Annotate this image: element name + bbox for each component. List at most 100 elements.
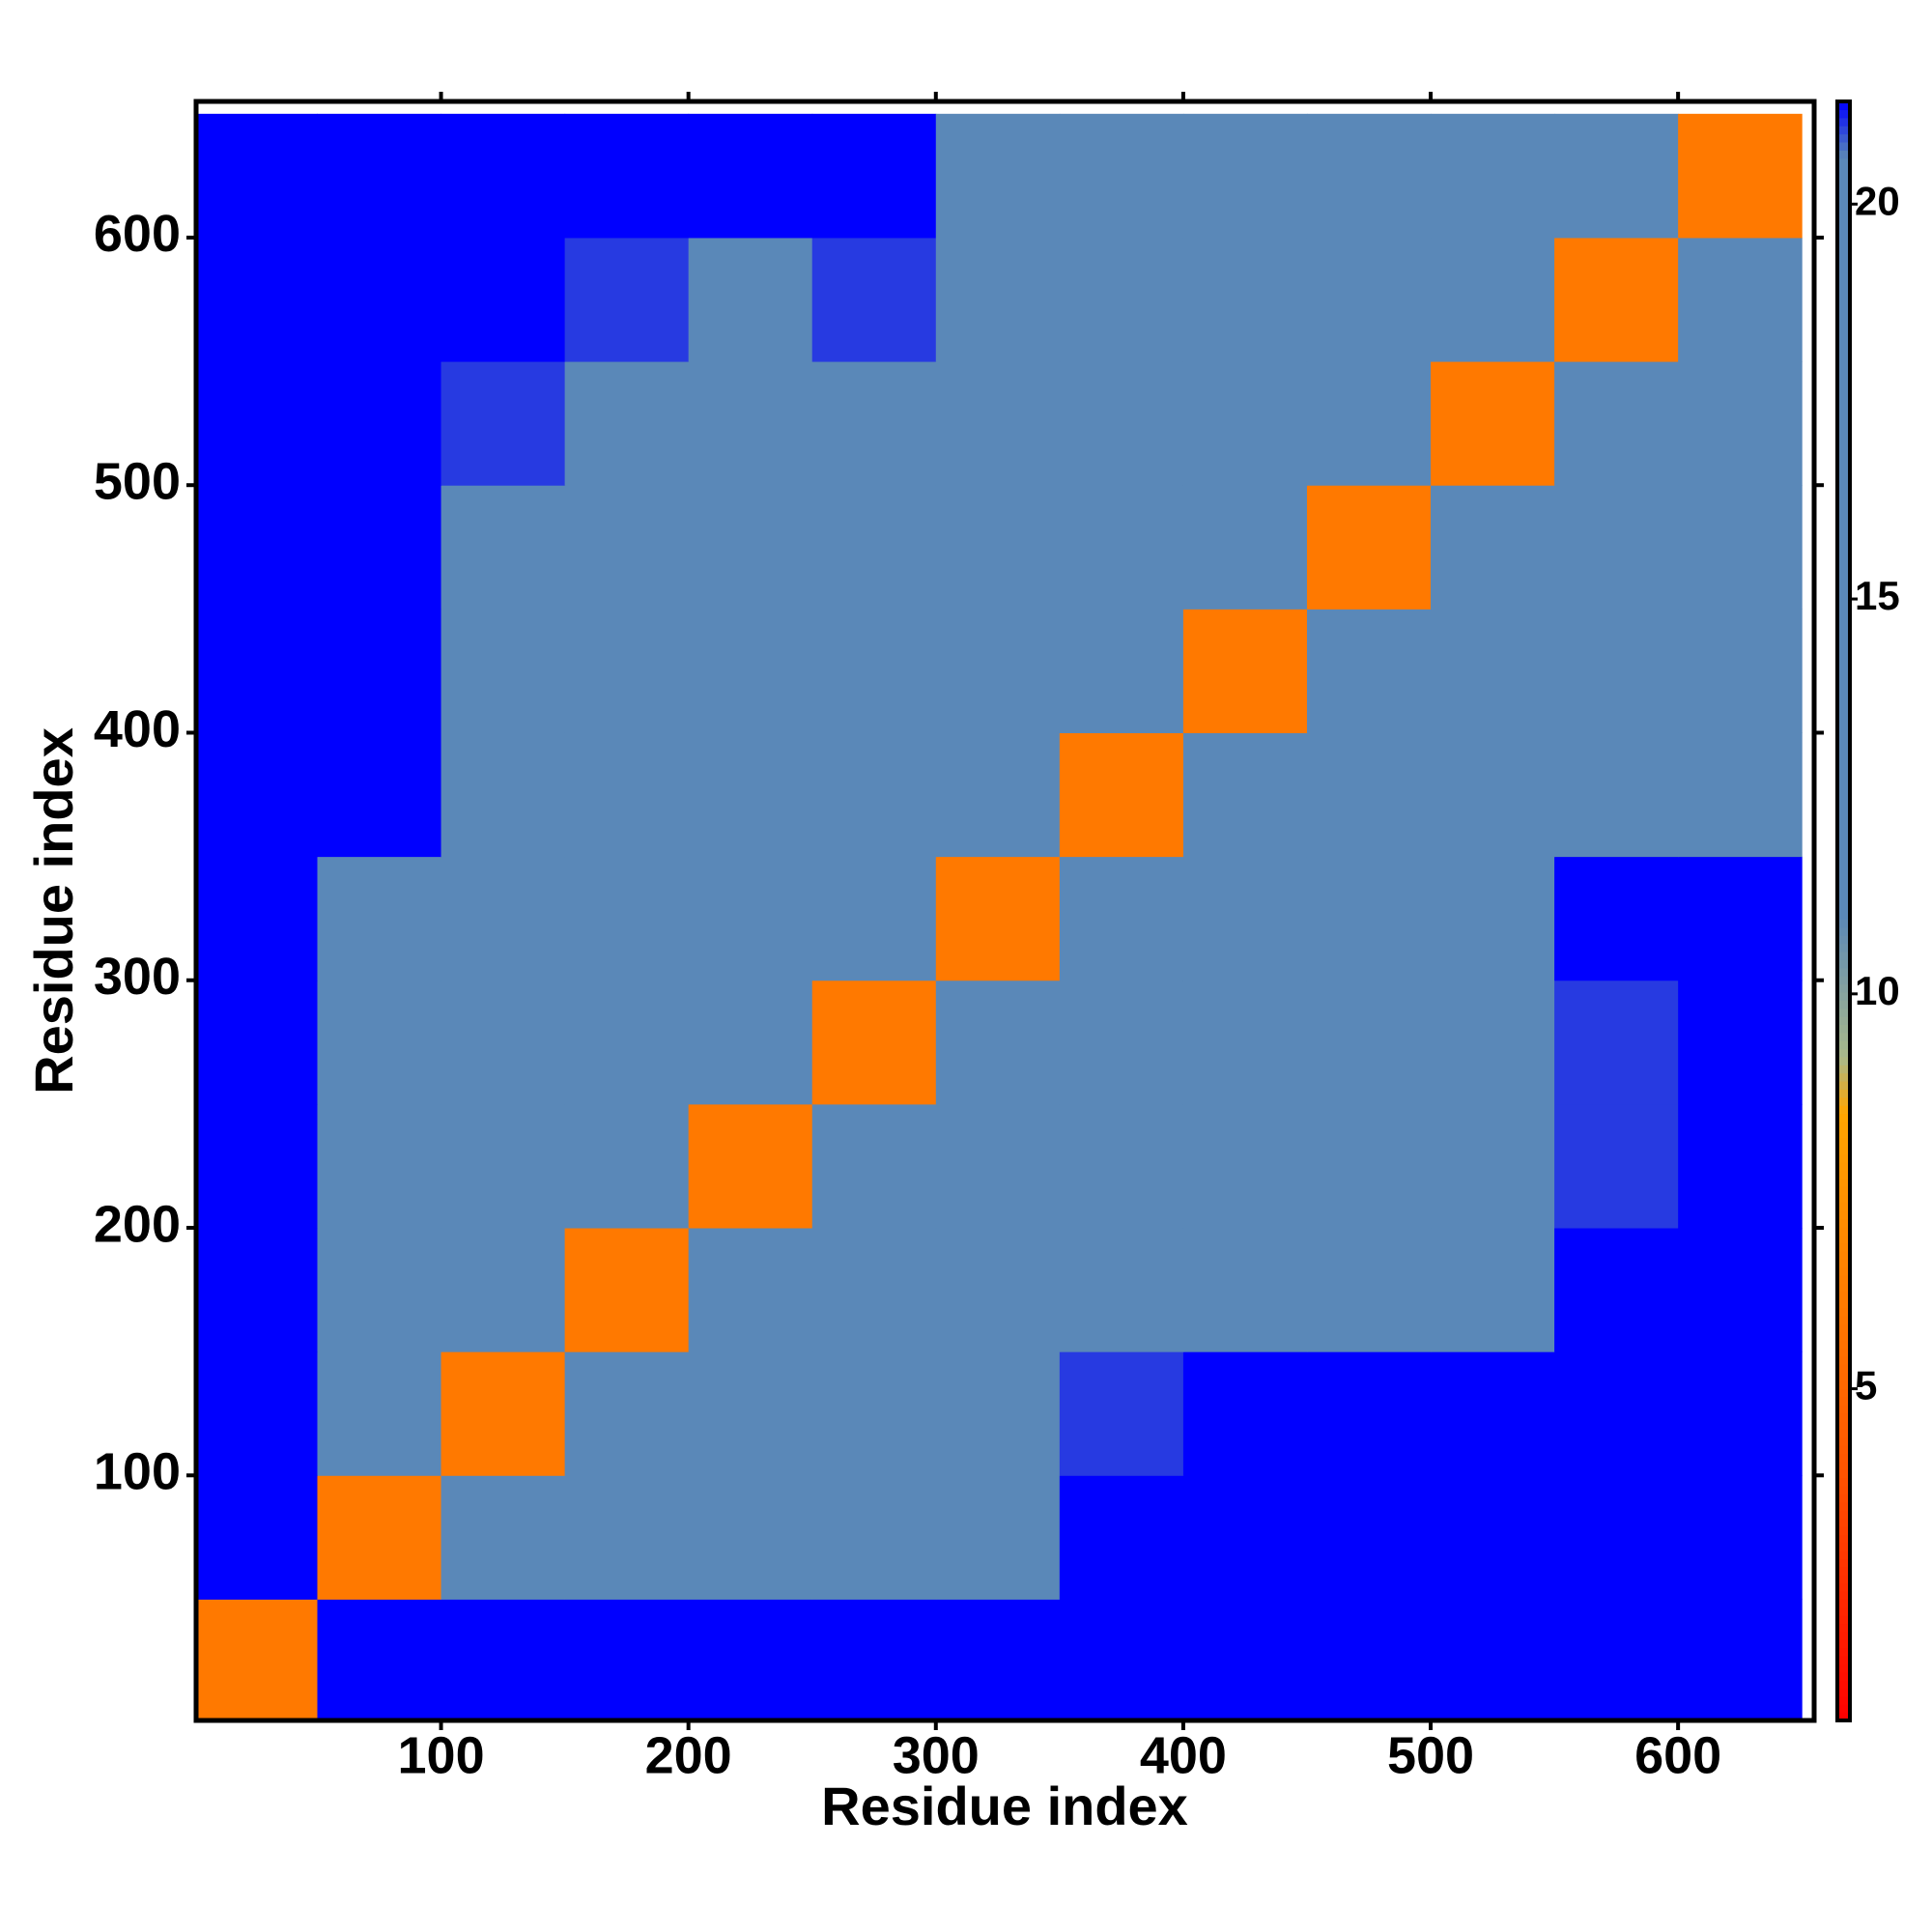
- heatmap-cell: [935, 1599, 1061, 1720]
- colorbar-segment: [1837, 270, 1850, 280]
- heatmap-cell: [1554, 609, 1679, 733]
- colorbar-segment: [1837, 1080, 1850, 1090]
- colorbar-segment: [1837, 1259, 1850, 1268]
- colorbar-segment: [1837, 231, 1850, 241]
- heatmap-cell: [1554, 856, 1679, 981]
- colorbar-segment: [1837, 1655, 1850, 1664]
- heatmap-cell: [564, 1351, 690, 1476]
- heatmap-cell: [1431, 1351, 1555, 1476]
- colorbar-segment: [1837, 1113, 1850, 1122]
- heatmap-cell: [1554, 113, 1679, 239]
- colorbar-segment: [1837, 1396, 1850, 1406]
- colorbar-segment: [1837, 174, 1850, 184]
- colorbar-segment: [1837, 765, 1850, 775]
- colorbar-segment: [1837, 311, 1850, 321]
- heatmap-cell: [440, 856, 566, 981]
- colorbar-segment: [1837, 296, 1850, 305]
- heatmap-cell: [564, 1599, 690, 1720]
- y-tick-label: 600: [94, 205, 181, 263]
- colorbar-segment: [1837, 206, 1850, 215]
- colorbar-segment: [1837, 854, 1850, 864]
- heatmap-cell: [1306, 1599, 1432, 1720]
- colorbar-segment: [1837, 1089, 1850, 1098]
- heatmap-cell: [1554, 1599, 1679, 1720]
- colorbar-segment: [1837, 368, 1850, 378]
- heatmap-cell: [440, 609, 566, 733]
- colorbar-segment: [1837, 1436, 1850, 1446]
- colorbar-segment: [1837, 352, 1850, 361]
- colorbar-segment: [1837, 473, 1850, 483]
- colorbar-segment: [1837, 1250, 1850, 1260]
- colorbar-segment: [1837, 1040, 1850, 1050]
- colorbar-segment: [1837, 1469, 1850, 1479]
- colorbar-segment: [1837, 943, 1850, 952]
- colorbar-segment: [1837, 117, 1850, 127]
- plot-frame: [193, 99, 1817, 1723]
- colorbar-segment: [1837, 1575, 1850, 1584]
- heatmap-cell: [564, 237, 690, 362]
- heatmap-cell: [1059, 609, 1184, 733]
- heatmap-cell: [440, 113, 566, 239]
- colorbar-segment: [1837, 935, 1850, 945]
- heatmap-cell: [1678, 237, 1803, 362]
- heatmap-cell: [1182, 732, 1308, 858]
- colorbar-segment: [1837, 668, 1850, 677]
- heatmap-cell: [317, 485, 442, 610]
- y-tick-label: 300: [94, 948, 181, 1006]
- colorbar-segment: [1837, 1420, 1850, 1430]
- colorbar-segment: [1837, 1566, 1850, 1576]
- heatmap-cell: [196, 113, 318, 239]
- colorbar-segment: [1837, 1121, 1850, 1130]
- colorbar-segment: [1837, 1153, 1850, 1163]
- colorbar-frame: [1835, 99, 1852, 1722]
- heatmap-cell: [564, 1103, 690, 1229]
- colorbar-segment: [1837, 571, 1850, 581]
- colorbar-segment: [1837, 562, 1850, 572]
- heatmap-cell: [564, 1475, 690, 1600]
- colorbar-segment: [1837, 360, 1850, 370]
- colorbar-segment: [1837, 1129, 1850, 1139]
- colorbar-segment: [1837, 845, 1850, 855]
- colorbar-segment: [1837, 440, 1850, 450]
- x-tick-label: 500: [1387, 1726, 1474, 1784]
- heatmap-cell: [1059, 237, 1184, 362]
- heatmap-cell: [688, 1351, 813, 1476]
- colorbar-segment: [1837, 643, 1850, 653]
- heatmap-cell: [1554, 1351, 1679, 1476]
- heatmap-cell: [440, 732, 566, 858]
- colorbar-segment: [1837, 1355, 1850, 1365]
- colorbar-segment: [1837, 1461, 1850, 1470]
- heatmap-cell: [1678, 1475, 1803, 1600]
- heatmap-cell: [564, 980, 690, 1105]
- colorbar-segment: [1837, 506, 1850, 515]
- heatmap-cell: [1678, 361, 1803, 486]
- heatmap-cell: [1182, 1228, 1308, 1352]
- colorbar-segment: [1837, 1202, 1850, 1211]
- heatmap-cell: [1431, 732, 1555, 858]
- heatmap-cell: [1059, 1599, 1184, 1720]
- colorbar-segment: [1837, 983, 1850, 993]
- heatmap-cell: [196, 237, 318, 362]
- colorbar-segment: [1837, 1096, 1850, 1106]
- colorbar-segment: [1837, 611, 1850, 620]
- x-tick-label: 400: [1140, 1726, 1227, 1784]
- colorbar-segment: [1837, 586, 1850, 596]
- heatmap-cell: [811, 609, 937, 733]
- heatmap-cell: [688, 980, 813, 1105]
- colorbar-segment: [1837, 481, 1850, 491]
- colorbar-segment: [1837, 1453, 1850, 1463]
- colorbar-segment: [1837, 756, 1850, 766]
- heatmap-cell: [935, 732, 1061, 858]
- colorbar-segment: [1837, 1015, 1850, 1025]
- heatmap-cell: [440, 361, 566, 486]
- colorbar-segment: [1837, 1185, 1850, 1195]
- heatmap-cell: [196, 732, 318, 858]
- colorbar-segment: [1837, 546, 1850, 555]
- colorbar-segment: [1837, 870, 1850, 880]
- colorbar-segment: [1837, 416, 1850, 426]
- heatmap-cell: [196, 1599, 318, 1720]
- colorbar-segment: [1837, 1534, 1850, 1544]
- colorbar-segment: [1837, 595, 1850, 605]
- heatmap-cell: [688, 485, 813, 610]
- heatmap-cell: [1182, 1103, 1308, 1229]
